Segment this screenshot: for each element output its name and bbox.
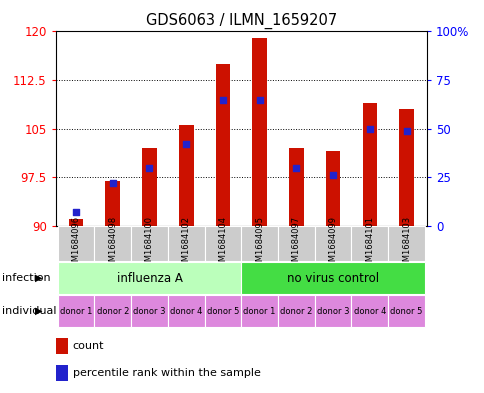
Bar xyxy=(215,64,230,226)
Bar xyxy=(167,296,204,327)
Text: donor 5: donor 5 xyxy=(206,307,239,316)
Point xyxy=(72,209,80,215)
Bar xyxy=(179,125,193,226)
Bar xyxy=(69,219,83,226)
Text: GSM1684096: GSM1684096 xyxy=(71,216,80,272)
Point xyxy=(292,164,300,171)
Bar xyxy=(325,151,340,226)
Point xyxy=(365,125,373,132)
Bar xyxy=(252,38,267,226)
Bar xyxy=(94,226,131,261)
Bar xyxy=(241,226,277,261)
Bar xyxy=(387,296,424,327)
Text: donor 1: donor 1 xyxy=(243,307,275,316)
Bar xyxy=(387,226,424,261)
Text: infection: infection xyxy=(2,273,51,283)
Text: donor 1: donor 1 xyxy=(60,307,92,316)
Text: donor 2: donor 2 xyxy=(280,307,312,316)
Text: GSM1684102: GSM1684102 xyxy=(182,216,190,272)
Bar xyxy=(142,148,156,226)
Bar xyxy=(58,226,94,261)
Text: no virus control: no virus control xyxy=(287,272,378,285)
Bar xyxy=(314,296,351,327)
Title: GDS6063 / ILMN_1659207: GDS6063 / ILMN_1659207 xyxy=(145,13,336,29)
Bar xyxy=(314,226,351,261)
Text: GSM1684099: GSM1684099 xyxy=(328,216,337,272)
Bar xyxy=(277,296,314,327)
Bar xyxy=(105,181,120,226)
Text: ▶: ▶ xyxy=(35,306,42,316)
Point xyxy=(329,172,336,178)
Point xyxy=(145,164,153,171)
Text: donor 4: donor 4 xyxy=(353,307,385,316)
Bar xyxy=(241,296,277,327)
Text: GSM1684095: GSM1684095 xyxy=(255,216,264,272)
Text: GSM1684100: GSM1684100 xyxy=(145,216,153,272)
Text: GSM1684098: GSM1684098 xyxy=(108,216,117,272)
Text: donor 3: donor 3 xyxy=(133,307,166,316)
Bar xyxy=(131,296,167,327)
Point xyxy=(219,96,227,103)
Text: individual: individual xyxy=(2,306,57,316)
Bar xyxy=(398,109,413,226)
Text: donor 3: donor 3 xyxy=(316,307,348,316)
Bar xyxy=(241,262,424,294)
Bar xyxy=(204,296,241,327)
Bar xyxy=(288,148,303,226)
Text: donor 5: donor 5 xyxy=(390,307,422,316)
Bar xyxy=(167,226,204,261)
Bar xyxy=(351,226,387,261)
Text: percentile rank within the sample: percentile rank within the sample xyxy=(73,368,260,378)
Bar xyxy=(58,296,94,327)
Text: donor 2: donor 2 xyxy=(96,307,129,316)
Bar xyxy=(277,226,314,261)
Point xyxy=(108,180,116,186)
Bar xyxy=(362,103,377,226)
Text: influenza A: influenza A xyxy=(116,272,182,285)
Text: GSM1684101: GSM1684101 xyxy=(364,216,374,272)
Text: GSM1684097: GSM1684097 xyxy=(291,216,300,272)
Text: donor 4: donor 4 xyxy=(170,307,202,316)
Bar xyxy=(204,226,241,261)
Text: ▶: ▶ xyxy=(35,273,42,283)
Text: GSM1684104: GSM1684104 xyxy=(218,216,227,272)
Text: count: count xyxy=(73,341,104,351)
Text: GSM1684103: GSM1684103 xyxy=(401,216,410,272)
Bar xyxy=(58,262,241,294)
Point xyxy=(182,141,190,147)
Bar xyxy=(94,296,131,327)
Bar xyxy=(131,226,167,261)
Bar xyxy=(351,296,387,327)
Point xyxy=(255,96,263,103)
Point xyxy=(402,127,409,134)
